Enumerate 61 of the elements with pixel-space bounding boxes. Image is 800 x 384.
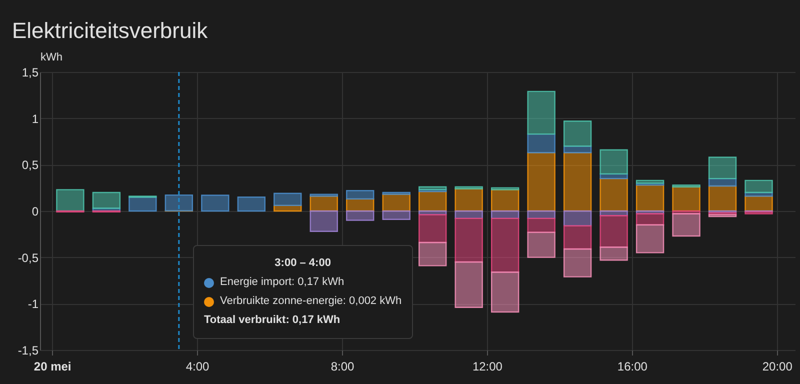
bar [527,232,556,258]
bar [454,261,483,308]
x-tick-label: 8:00 [330,360,354,374]
bar [636,224,664,254]
bar [563,152,592,212]
x-tick-label: 16:00 [617,360,648,374]
annotation: Energie import: 0,17 kWh [220,275,344,290]
bar [563,120,592,147]
y-tick-label: 0 [32,204,39,218]
bar [527,90,556,135]
bar [346,190,374,200]
x-tick-label: 20:00 [762,360,793,374]
bar [274,192,302,206]
y-tick-label: -0,5 [18,250,39,265]
y-tick-label: -1,5 [18,344,39,358]
bar [92,192,121,209]
bar [454,188,483,212]
bar [346,210,374,221]
bar [563,225,592,250]
y-tick-label: 1 [32,112,39,126]
y-axis-title: kWh [40,52,62,64]
annotation: Verbruikte zonne-energie: 0,002 kWh [220,294,402,309]
bar [527,133,556,154]
bar [636,184,664,212]
bar [744,180,773,194]
bar [708,156,737,180]
bar [490,218,520,273]
bar [672,213,700,237]
bar [454,218,483,263]
x-tick-label: 20 mei [34,360,72,374]
bar [636,180,664,184]
bar [490,272,520,313]
bar [56,189,84,212]
x-tick-label: 12:00 [472,360,503,374]
bar [600,246,628,261]
bar [600,149,628,175]
bar [418,242,447,266]
bar [527,152,556,212]
bar [201,194,230,212]
y-tick-label: 1,5 [22,66,39,80]
x-tick-label: 4:00 [186,360,210,374]
bar [310,210,338,232]
annotation: Totaal verbruikt: 0,17 kWh [204,313,342,328]
bar [600,178,628,212]
bar [237,196,266,212]
bar [418,214,447,244]
bar [527,218,556,233]
bar [128,196,157,212]
bar [563,248,592,278]
bar [382,210,410,220]
bar [672,186,700,212]
bar [708,185,737,212]
y-tick-label: -1 [28,297,39,312]
bar [563,210,592,226]
bar [164,194,194,212]
bar [418,186,447,190]
bar [636,213,664,226]
y-tick-label: 0,5 [22,158,39,172]
bar [600,215,628,248]
chart-title: Elektriciteitsverbruik [12,18,208,44]
annotation: 3:00 – 4:00 [274,256,332,271]
